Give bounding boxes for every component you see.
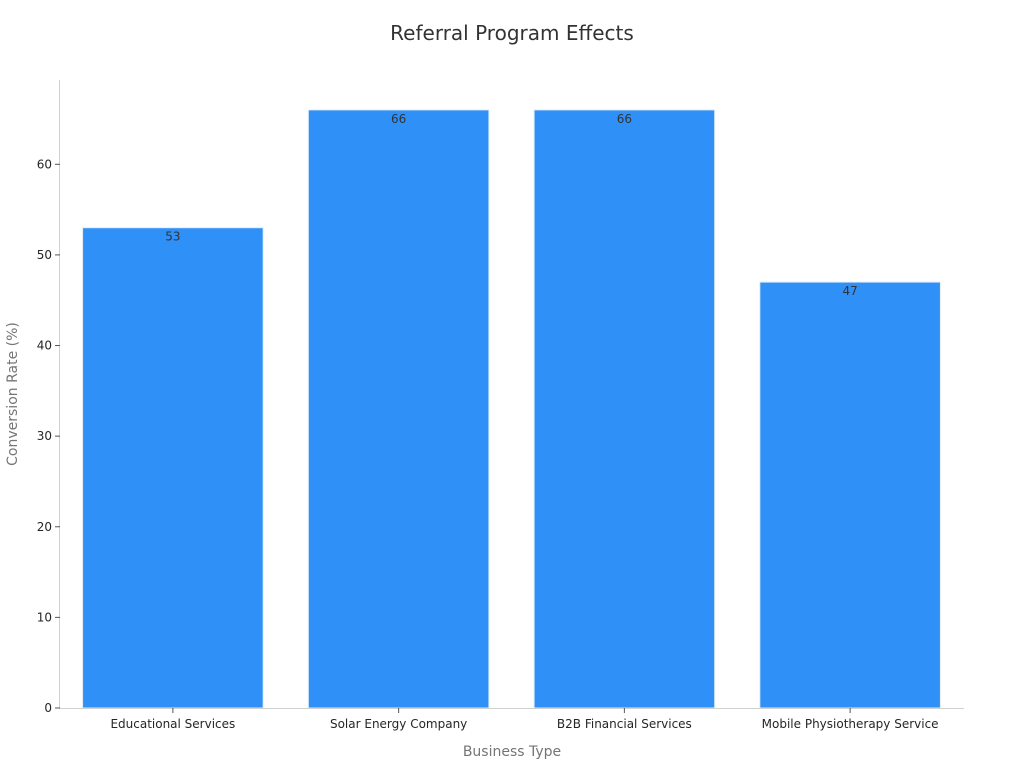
bars-group	[82, 109, 941, 709]
y-tick-label: 60	[37, 157, 52, 171]
y-axis-title: Conversion Rate (%)	[5, 322, 21, 466]
bar-value-label: 66	[617, 112, 632, 126]
bar-1	[82, 227, 264, 709]
x-tick-label: Educational Services	[110, 717, 235, 731]
bar-value-label: 53	[165, 230, 180, 244]
bar-2	[307, 109, 490, 709]
x-ticks-group: Educational Services Solar Energy Company…	[110, 708, 939, 731]
x-axis-title: Business Type	[463, 744, 561, 760]
bar-value-label: 66	[391, 112, 406, 126]
data-labels-group: 53 66 66 47	[165, 112, 858, 298]
chart-title: Referral Program Effects	[390, 21, 634, 45]
y-tick-label: 30	[37, 429, 52, 443]
y-tick-label: 0	[44, 701, 52, 715]
y-tick-label: 10	[37, 610, 52, 624]
y-ticks-group: 0 10 20 30 40 50 60	[37, 157, 60, 715]
bar-4	[759, 281, 941, 709]
x-tick-label: B2B Financial Services	[557, 717, 692, 731]
bar-value-label: 47	[842, 284, 857, 298]
x-tick-label: Solar Energy Company	[330, 717, 467, 731]
x-tick-label: Mobile Physiotherapy Service	[762, 717, 939, 731]
plot-area: 53 66 66 47 0 10 20 30 40 50 60 Educational Servi…	[37, 80, 964, 731]
bar-3	[533, 109, 716, 709]
y-tick-label: 50	[37, 248, 52, 262]
y-tick-label: 20	[37, 520, 52, 534]
y-tick-label: 40	[37, 339, 52, 353]
